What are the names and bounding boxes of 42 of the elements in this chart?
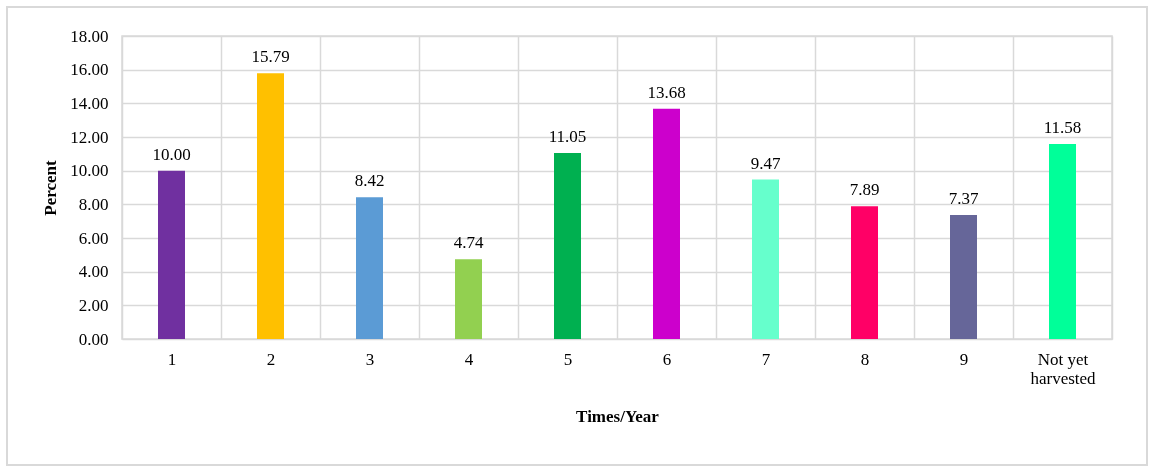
bar — [950, 214, 977, 339]
data-label: 11.58 — [1043, 118, 1082, 138]
data-label: 11.05 — [548, 126, 587, 146]
y-tick-label: 6.00 — [78, 228, 109, 248]
data-label: 10.00 — [152, 144, 191, 164]
y-tick-label: 0.00 — [78, 329, 109, 349]
data-label: 7.89 — [849, 180, 880, 200]
y-tick-label: 18.00 — [70, 26, 109, 46]
x-tick-label: 2 — [266, 349, 276, 369]
x-tick-label: 7 — [761, 349, 771, 369]
x-tick-label: 5 — [563, 349, 573, 369]
x-tick-label: 6 — [662, 349, 672, 369]
data-label: 8.42 — [354, 171, 385, 191]
y-axis-title: Percent — [41, 159, 61, 216]
x-tick-label: 3 — [365, 349, 375, 369]
x-axis-title: Times/Year — [576, 406, 660, 426]
bar — [455, 259, 482, 339]
y-tick-label: 12.00 — [70, 127, 109, 147]
data-label: 13.68 — [647, 82, 686, 102]
y-tick-label: 14.00 — [70, 93, 109, 113]
bar — [356, 197, 383, 339]
bar — [851, 206, 878, 339]
data-label: 15.79 — [251, 47, 290, 67]
bar — [554, 152, 581, 339]
y-tick-label: 8.00 — [78, 194, 109, 214]
bar — [653, 108, 680, 339]
data-label: 7.37 — [948, 188, 979, 208]
y-tick-label: 16.00 — [70, 60, 109, 80]
x-tick-label: 8 — [860, 349, 870, 369]
data-label: 4.74 — [453, 233, 484, 253]
data-label: 9.47 — [750, 153, 781, 173]
x-tick-label: 1 — [167, 349, 177, 369]
bar — [257, 73, 284, 339]
x-tick-label: 9 — [959, 349, 969, 369]
bar — [1049, 144, 1076, 339]
bar — [158, 170, 185, 339]
bar — [752, 179, 779, 339]
y-tick-label: 4.00 — [78, 262, 109, 282]
x-tick-label: 4 — [464, 349, 474, 369]
y-tick-label: 2.00 — [78, 295, 109, 315]
x-tick-label: Not yet harvested — [1030, 349, 1097, 388]
y-tick-label: 10.00 — [70, 161, 109, 181]
